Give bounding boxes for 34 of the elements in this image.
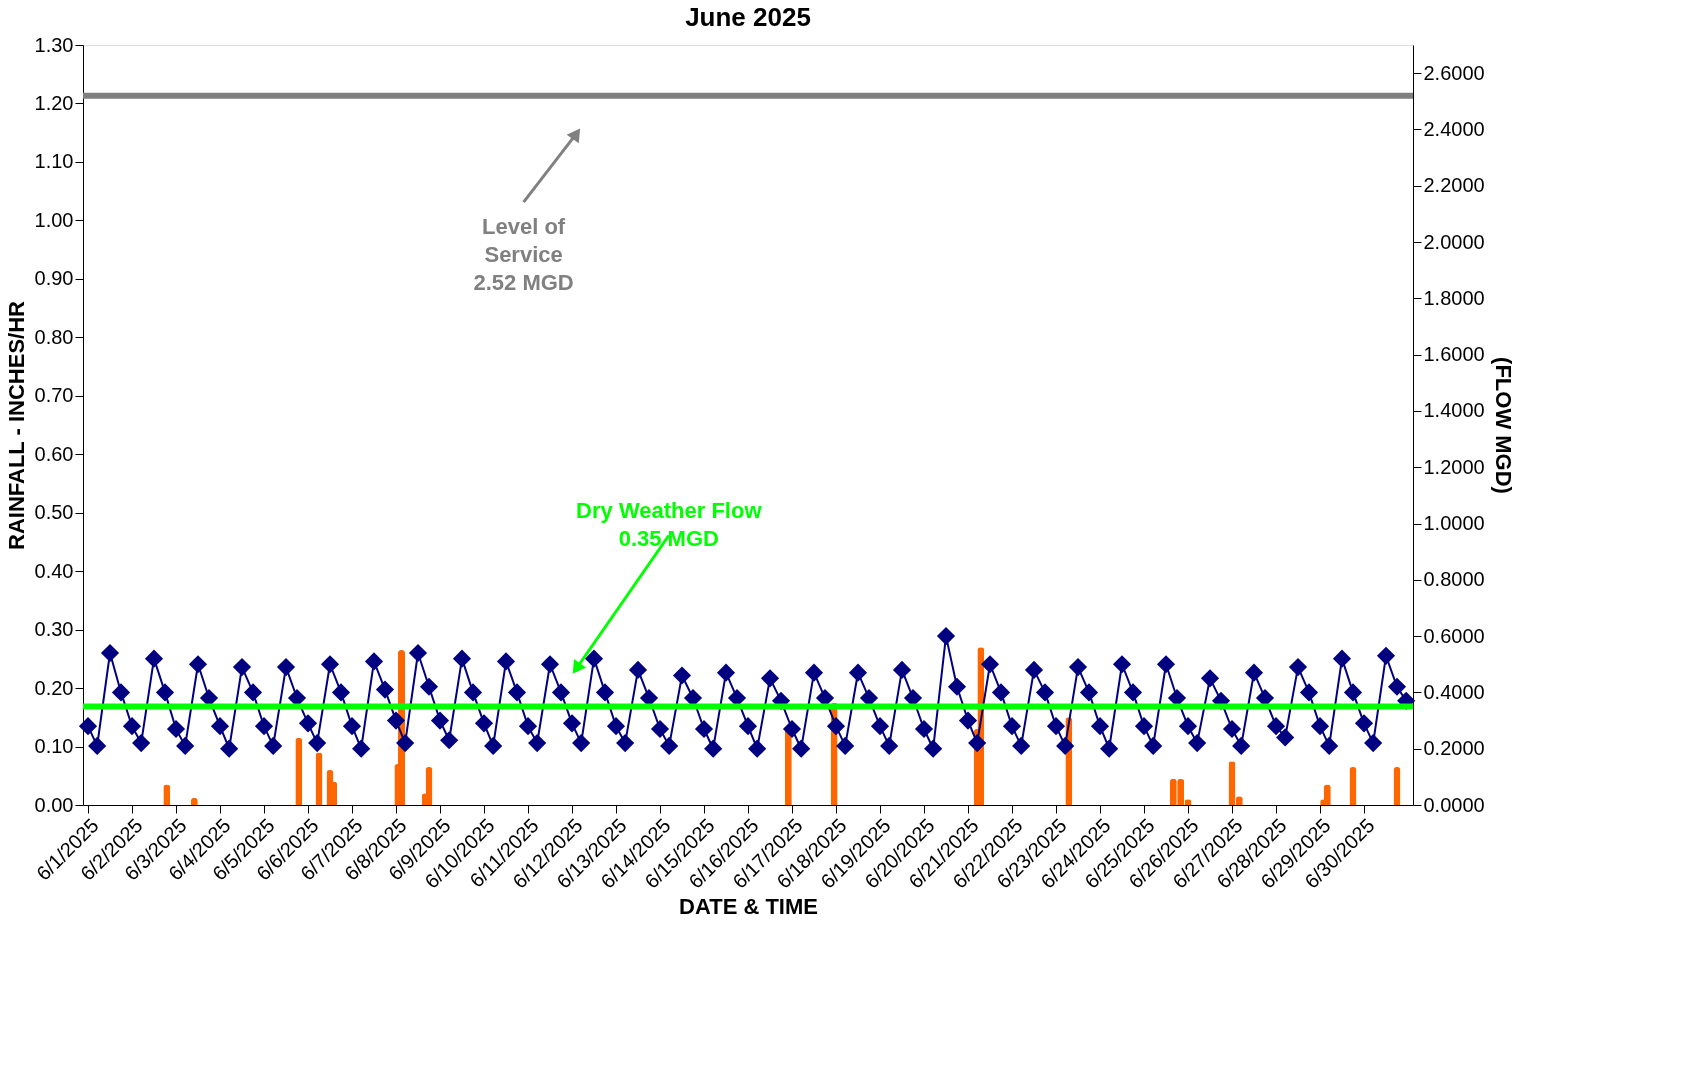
- y-tick-label: 1.00: [34, 208, 74, 231]
- y2-tick-label: 1.4000: [1423, 399, 1485, 422]
- y2-tick-label: 0.8000: [1423, 568, 1485, 591]
- y-tick-label: 0.90: [34, 267, 74, 290]
- y2-tick-label: 0.6000: [1423, 624, 1485, 647]
- y2-tick-label: 2.0000: [1423, 230, 1485, 253]
- ref-line-label: Level of Service 2.52 MGD: [473, 214, 574, 296]
- y2-tick-label: 0.2000: [1423, 737, 1485, 760]
- y-tick-label: 0.50: [34, 501, 74, 524]
- y-tick-label: 1.10: [34, 150, 74, 173]
- y-tick-label: 0.60: [34, 442, 74, 465]
- chart-title: June 2025: [685, 2, 811, 32]
- y2-tick-label: 2.2000: [1423, 174, 1485, 197]
- y-tick-label: 0.30: [34, 618, 74, 641]
- y-tick-label: 0.80: [34, 325, 74, 348]
- x-axis-title: DATE & TIME: [679, 893, 818, 919]
- y2-tick-label: 2.4000: [1423, 117, 1485, 140]
- y2-tick-label: 0.4000: [1423, 680, 1485, 703]
- y2-tick-label: 1.8000: [1423, 286, 1485, 309]
- y2-tick-label: 1.0000: [1423, 512, 1485, 535]
- y-tick-label: 0.00: [34, 793, 74, 816]
- y-tick-label: 0.70: [34, 384, 74, 407]
- y-tick-label: 1.20: [34, 91, 74, 114]
- y2-tick-label: 0.0000: [1423, 793, 1485, 816]
- y2-axis-title: (FLOW MGD): [1490, 357, 1516, 494]
- y2-tick-label: 1.2000: [1423, 455, 1485, 478]
- y-tick-label: 0.40: [34, 559, 74, 582]
- y-axis-title: RAINFALL - INCHES/HR: [3, 300, 29, 550]
- y-tick-label: 1.30: [34, 33, 74, 56]
- y-tick-label: 0.10: [34, 735, 74, 758]
- ref-line-label: Dry Weather Flow 0.35 MGD: [576, 498, 763, 552]
- y-tick-label: 0.20: [34, 676, 74, 699]
- y2-tick-label: 1.6000: [1423, 343, 1485, 366]
- y2-tick-label: 2.6000: [1423, 61, 1485, 84]
